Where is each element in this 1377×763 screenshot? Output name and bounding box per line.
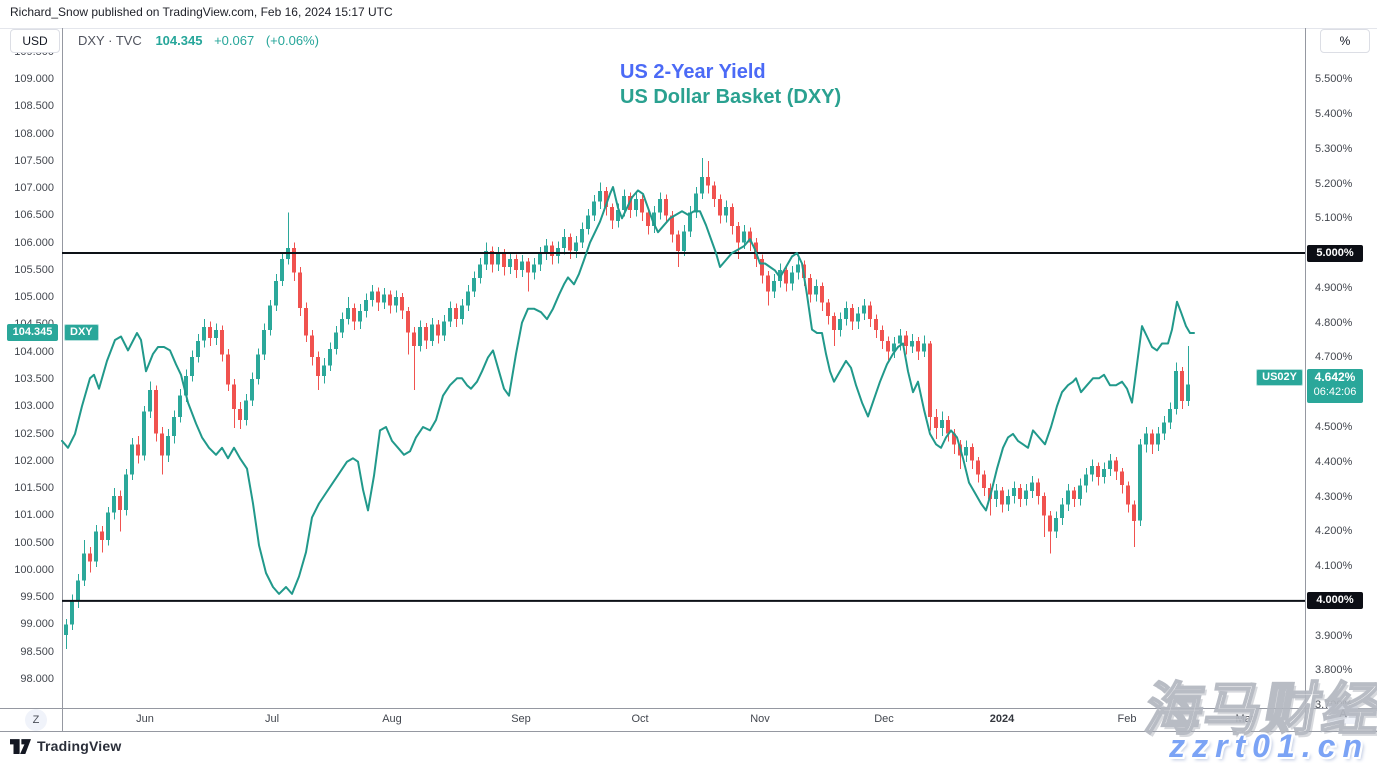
left-axis-tick: 104.000 bbox=[14, 345, 54, 358]
left-axis-tick: 100.000 bbox=[14, 563, 54, 576]
right-axis-tick: 4.300% bbox=[1315, 490, 1353, 503]
time-axis-label: Jul bbox=[264, 713, 280, 725]
left-axis-tick: 105.000 bbox=[14, 291, 54, 304]
right-axis-tick: 5.500% bbox=[1315, 73, 1353, 86]
left-axis-tick: 103.000 bbox=[14, 400, 54, 413]
left-axis-tick: 105.500 bbox=[14, 263, 54, 276]
left-scale-unit-button[interactable]: USD bbox=[10, 29, 60, 53]
right-axis-tick: 5.200% bbox=[1315, 177, 1353, 190]
left-axis-tick: 98.500 bbox=[20, 645, 54, 658]
time-axis-label: Dec bbox=[874, 713, 894, 725]
left-axis-tick: 103.500 bbox=[14, 372, 54, 385]
attribution-text: Richard_Snow published on TradingView.co… bbox=[10, 5, 393, 19]
last-price: 104.345 bbox=[155, 33, 203, 48]
left-axis-tick: 102.000 bbox=[14, 454, 54, 467]
title-us-dollar-basket: US Dollar Basket (DXY) bbox=[620, 86, 842, 108]
watermark-site-url: zzrt01.cn bbox=[1169, 728, 1369, 763]
left-axis-tick: 106.000 bbox=[14, 236, 54, 249]
price-badge-4642: 4.642% 06:42:06 bbox=[1307, 369, 1363, 403]
right-axis-tick: 4.900% bbox=[1315, 281, 1353, 294]
left-axis-tick: 108.500 bbox=[14, 100, 54, 113]
time-axis-label: Mar bbox=[1235, 713, 1255, 725]
symbol-name: DXY · TVC bbox=[78, 33, 142, 48]
time-axis[interactable]: Jun Jul Aug Sep Oct Nov Dec 2024 Feb Mar bbox=[0, 708, 1377, 731]
right-axis-tick: 4.500% bbox=[1315, 421, 1353, 433]
time-axis-label: Feb bbox=[1117, 713, 1137, 725]
left-axis-tick: 98.000 bbox=[20, 672, 54, 685]
series-label-DXY: DXY bbox=[64, 324, 99, 341]
left-axis-tick: 100.500 bbox=[14, 536, 54, 549]
badge-countdown: 06:42:06 bbox=[1313, 386, 1357, 398]
left-axis-tick: 99.000 bbox=[20, 618, 54, 631]
series-label-US02Y: US02Y bbox=[1256, 369, 1303, 386]
price-change-pct: (+0.06%) bbox=[265, 33, 319, 48]
right-scale-unit-button[interactable]: % bbox=[1320, 29, 1370, 53]
time-axis-label: Oct bbox=[631, 713, 649, 725]
time-axis-label: Sep bbox=[511, 713, 531, 725]
price-change: +0.067 bbox=[214, 33, 255, 48]
tradingview-logo[interactable]: TradingView bbox=[10, 738, 121, 754]
left-axis-tick: 102.500 bbox=[14, 427, 54, 440]
time-axis-label: Nov bbox=[750, 713, 770, 725]
right-axis-tick: 4.700% bbox=[1315, 351, 1353, 364]
left-axis-tick: 109.000 bbox=[14, 73, 54, 85]
right-axis-tick: 5.300% bbox=[1315, 142, 1353, 155]
left-axis-tick: 107.000 bbox=[14, 182, 54, 195]
left-axis-tick: 101.500 bbox=[14, 482, 54, 494]
time-axis-label: 2024 bbox=[989, 713, 1015, 725]
right-axis-tick: 3.900% bbox=[1315, 629, 1353, 642]
auto-fit-button[interactable]: A bbox=[1328, 704, 1358, 724]
left-axis-tick: 99.500 bbox=[20, 591, 54, 604]
right-axis-tick: 4.100% bbox=[1315, 560, 1353, 573]
title-us-2-year-yield: US 2-Year Yield bbox=[620, 61, 766, 83]
left-price-axis[interactable]: 98.000 98.500 99.000 99.500 100.000 100.500 10… bbox=[0, 0, 62, 731]
left-axis-tick: 101.000 bbox=[14, 509, 54, 522]
time-axis-label: Aug bbox=[382, 713, 402, 725]
right-axis-tick: 4.400% bbox=[1315, 455, 1353, 468]
tradingview-logo-icon bbox=[10, 738, 31, 754]
price-badge-5000: 5.000% bbox=[1307, 245, 1363, 262]
timezone-button[interactable]: Z bbox=[25, 709, 47, 731]
left-axis-tick: 106.500 bbox=[14, 209, 54, 222]
chart-title-block: US 2-Year Yield US Dollar Basket (DXY) bbox=[620, 60, 841, 110]
right-axis-tick: 3.800% bbox=[1315, 664, 1353, 677]
right-axis-tick: 4.200% bbox=[1315, 525, 1353, 538]
time-axis-label: Jun bbox=[136, 713, 154, 725]
right-price-axis[interactable]: 3.700%3.800%3.900%4.000%4.100%4.200%4.30… bbox=[1306, 0, 1377, 731]
symbol-info-row[interactable]: DXY · TVC 104.345 +0.067 (+0.06%) bbox=[78, 33, 319, 48]
left-axis-tick: 108.000 bbox=[14, 127, 54, 140]
tradingview-logo-text: TradingView bbox=[37, 738, 122, 754]
right-axis-tick: 5.100% bbox=[1315, 212, 1353, 225]
right-axis-tick: 5.400% bbox=[1315, 107, 1353, 120]
price-badge-104345: 104.345 bbox=[7, 324, 58, 341]
left-axis-tick: 107.500 bbox=[14, 154, 54, 167]
right-axis-tick: 4.800% bbox=[1315, 316, 1353, 329]
price-badge-4000: 4.000% bbox=[1307, 592, 1363, 609]
